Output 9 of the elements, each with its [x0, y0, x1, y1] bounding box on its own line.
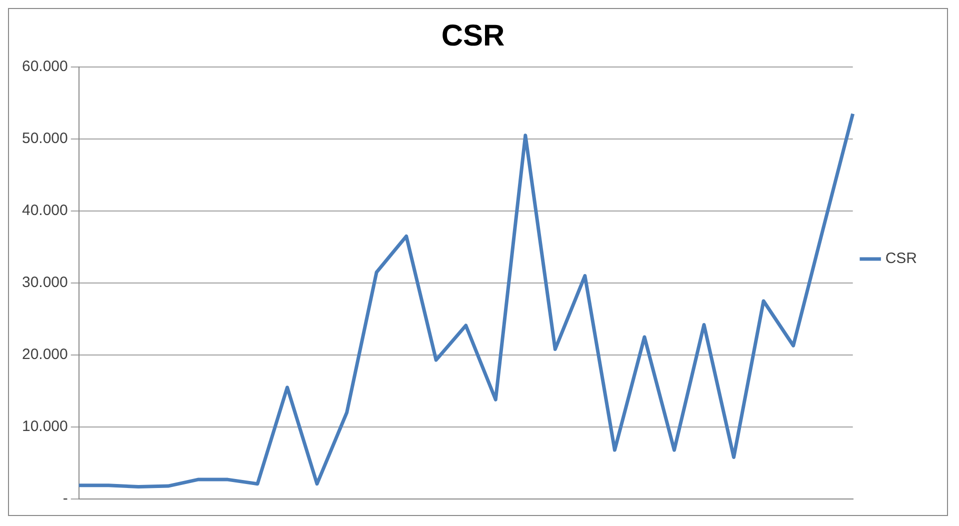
y-tick-label: 60.000	[22, 58, 68, 76]
y-tick-label: 10.000	[22, 418, 68, 436]
y-tick-label: -	[62, 490, 68, 508]
y-tick-label: 50.000	[22, 130, 68, 148]
chart-title: CSR	[441, 19, 506, 52]
y-tick-label: 20.000	[22, 346, 68, 364]
legend-label: CSR	[885, 250, 918, 268]
y-tick-label: 40.000	[22, 202, 68, 220]
y-tick-label: 30.000	[22, 274, 68, 292]
